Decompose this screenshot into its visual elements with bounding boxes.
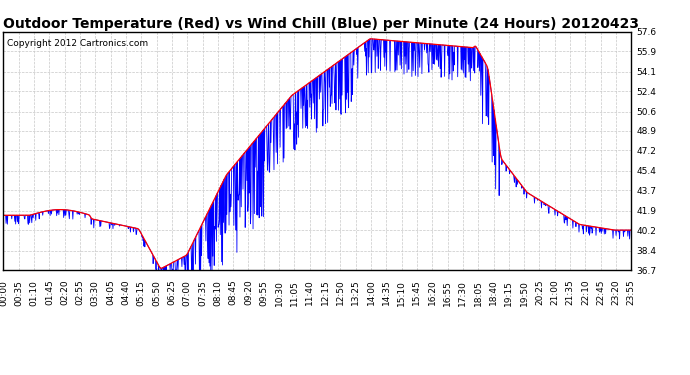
Text: Copyright 2012 Cartronics.com: Copyright 2012 Cartronics.com [7, 39, 148, 48]
Text: Outdoor Temperature (Red) vs Wind Chill (Blue) per Minute (24 Hours) 20120423: Outdoor Temperature (Red) vs Wind Chill … [3, 17, 640, 31]
